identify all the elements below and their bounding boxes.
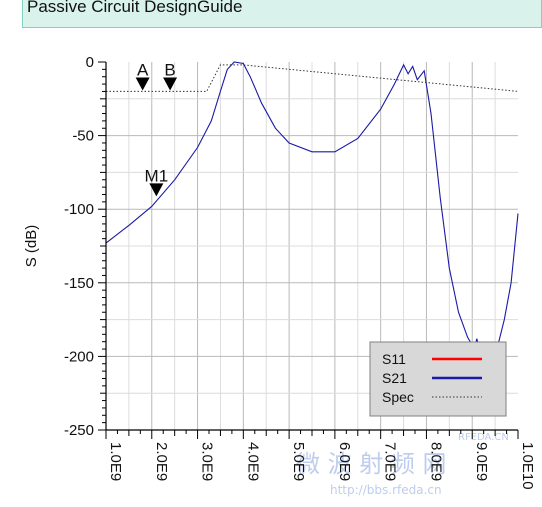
series-line-spec <box>106 64 519 92</box>
axes: 0 -50 -100 -150 -200 -250 1.0E9 2.0E9 3.0E9 4.0E9… <box>23 54 536 490</box>
title-bar: Passive Circuit DesignGuide <box>22 0 542 28</box>
x-tick-label: 7.0E9 <box>382 442 399 481</box>
legend-label-spec: Spec <box>382 389 414 405</box>
y-tick-label: -150 <box>64 275 94 292</box>
watermark-site-name: 微 波 射 频 网 <box>296 450 447 478</box>
watermark-tag: RFEDA.CN <box>458 432 509 443</box>
marker-m1-label: M1 <box>145 166 169 185</box>
x-tick-label: 3.0E9 <box>199 442 216 481</box>
y-tick-label: -200 <box>64 348 94 365</box>
page-title: Passive Circuit DesignGuide <box>27 0 243 16</box>
x-tick-label: 9.0E9 <box>473 442 490 481</box>
marker-b-triangle <box>163 77 178 91</box>
x-tick-label: 6.0E9 <box>336 442 353 481</box>
y-tick-label: -100 <box>64 201 94 218</box>
x-tick-label: 2.0E9 <box>153 442 170 481</box>
y-tick-label: -50 <box>72 128 94 145</box>
y-axis-label: S (dB) <box>23 225 40 268</box>
legend-label-s11: S11 <box>382 351 406 367</box>
x-tick-label: 1.0E10 <box>519 442 536 490</box>
marker-b-label: B <box>164 60 175 79</box>
legend-label-s21: S21 <box>382 370 407 386</box>
marker-a-triangle <box>135 77 150 91</box>
watermark: 微 波 射 频 网 http://bbs.rfeda.cn RFEDA.CN <box>296 432 509 497</box>
y-tick-label: -250 <box>64 422 94 439</box>
x-tick-label: 8.0E9 <box>427 442 444 481</box>
y-tick-label: 0 <box>86 54 94 71</box>
x-tick-label: 5.0E9 <box>290 442 307 481</box>
x-tick-label: 4.0E9 <box>244 442 261 481</box>
markers: A B M1 <box>135 60 178 197</box>
marker-a-label: A <box>137 60 149 79</box>
watermark-url: http://bbs.rfeda.cn <box>330 483 442 497</box>
marker-m1-triangle <box>149 183 164 197</box>
x-tick-label: 1.0E9 <box>107 442 124 481</box>
legend: S11 S21 Spec <box>369 341 507 417</box>
